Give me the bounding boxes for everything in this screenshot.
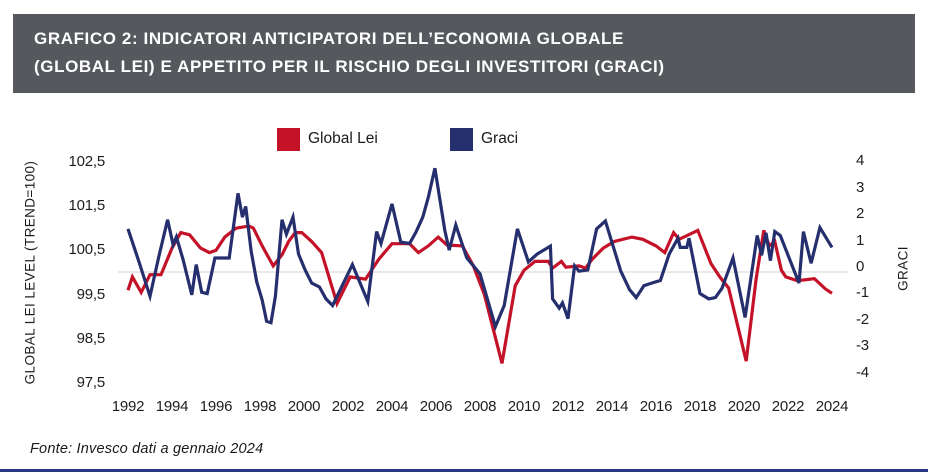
y-axis-title-right: GRACI [895,246,911,291]
x-tick-2024: 2024 [815,398,849,415]
x-tick-1992: 1992 [111,398,145,415]
graci-line [126,167,834,332]
legend-label-global-lei: Global Lei [308,130,378,147]
y-left-tick-97,5: 97,5 [76,374,106,392]
x-tick-2008: 2008 [463,398,497,415]
y-axis-title-left: GLOBAL LEI LEVEL (TREND=100) [22,160,38,385]
y-left-tick-99,5: 99,5 [76,285,106,303]
y-right-tick--3: -3 [856,337,869,355]
x-tick-2012: 2012 [551,398,585,415]
y-left-tick-100,5: 100,5 [68,241,105,259]
y-right-tick-1: 1 [856,231,865,249]
y-right-tick-2: 2 [856,205,865,223]
y-left-tick-102,5: 102,5 [68,152,105,170]
legend: Global Lei Graci [0,126,928,152]
x-tick-2014: 2014 [595,398,629,415]
x-tick-2018: 2018 [683,398,717,415]
global-lei-line [126,224,833,364]
source-note: Fonte: Invesco dati a gennaio 2024 [30,441,264,457]
legend-item-graci: Graci [450,126,518,152]
y-right-tick-4: 4 [856,152,865,170]
legend-item-global-lei: Global Lei [277,126,378,152]
global-lei-swatch-icon [277,127,300,151]
y-right-tick-3: 3 [856,178,865,196]
chart-header: GRAFICO 2: INDICATORI ANTICIPATORI DELL’… [13,14,915,93]
x-tick-2000: 2000 [287,398,321,415]
y-left-tick-98,5: 98,5 [76,329,106,347]
y-right-tick--1: -1 [856,284,869,302]
y-left-tick-101,5: 101,5 [68,197,105,215]
x-tick-1994: 1994 [155,398,189,415]
chart-title: GRAFICO 2: INDICATORI ANTICIPATORI DELL’… [34,29,665,76]
y-right-tick--2: -2 [856,310,869,328]
x-tick-2010: 2010 [507,398,541,415]
y-right-tick--4: -4 [856,363,869,381]
legend-label-graci: Graci [481,130,519,147]
x-tick-2002: 2002 [331,398,365,415]
y-right-tick-0: 0 [856,258,865,275]
x-tick-2006: 2006 [419,398,453,415]
x-tick-2016: 2016 [639,398,673,415]
x-tick-2022: 2022 [771,398,805,415]
bottom-border-rule [0,469,928,472]
graci-swatch-icon [450,127,473,151]
x-tick-1996: 1996 [199,398,233,415]
x-tick-2020: 2020 [727,398,761,415]
x-tick-2004: 2004 [375,398,409,415]
x-tick-1998: 1998 [243,398,277,415]
